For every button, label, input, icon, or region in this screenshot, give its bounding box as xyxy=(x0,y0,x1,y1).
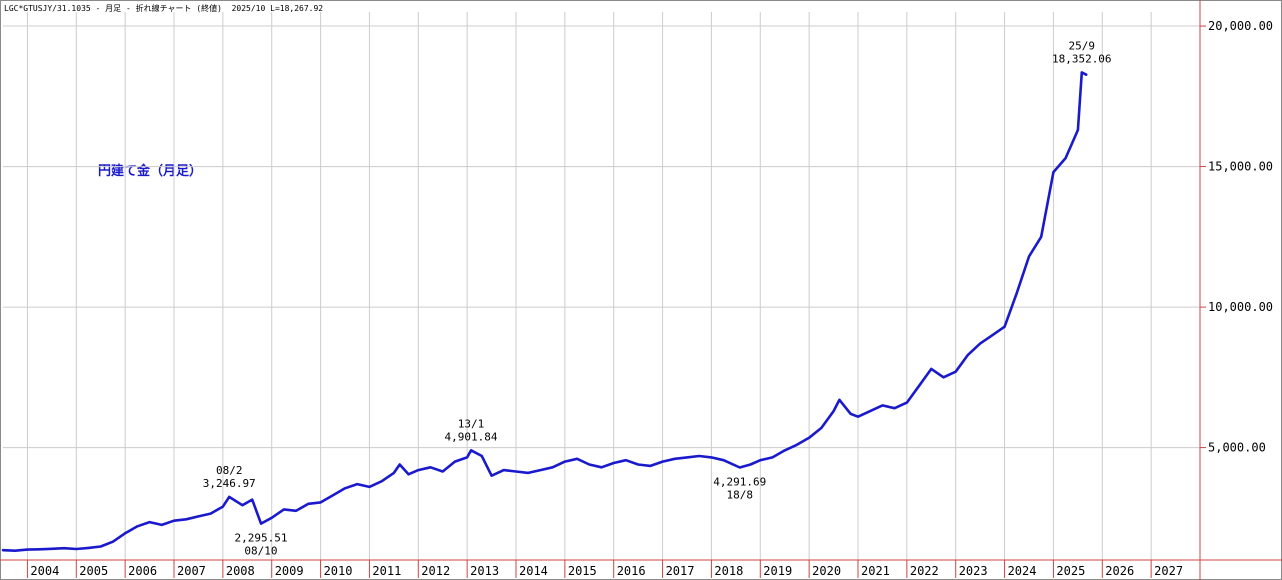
annotation-label: 2,295.51 xyxy=(234,532,287,545)
x-tick-label: 2015 xyxy=(568,564,597,578)
y-tick-label: 5,000.00 xyxy=(1208,441,1266,455)
x-tick-label: 2012 xyxy=(421,564,450,578)
x-tick-label: 2007 xyxy=(177,564,206,578)
annotation-label: 18,352.06 xyxy=(1052,52,1112,65)
x-tick-label: 2011 xyxy=(372,564,401,578)
y-tick-label: 20,000.00 xyxy=(1208,19,1273,33)
x-tick-label: 2027 xyxy=(1154,564,1183,578)
annotation-label: 08/2 xyxy=(216,464,243,477)
x-tick-label: 2024 xyxy=(1008,564,1037,578)
x-tick-label: 2004 xyxy=(30,564,59,578)
x-tick-label: 2008 xyxy=(226,564,255,578)
annotation-label: 4,291.69 xyxy=(713,475,766,488)
annotation-label: 3,246.97 xyxy=(203,477,256,490)
annotation-label: 13/1 xyxy=(458,417,485,430)
annotation-label: 4,901.84 xyxy=(445,430,498,443)
x-tick-label: 2025 xyxy=(1056,564,1085,578)
y-tick-label: 15,000.00 xyxy=(1208,160,1273,174)
x-tick-label: 2005 xyxy=(79,564,108,578)
x-tick-label: 2023 xyxy=(959,564,988,578)
annotation-label: 08/10 xyxy=(244,545,277,558)
x-tick-label: 2014 xyxy=(519,564,548,578)
x-tick-label: 2026 xyxy=(1105,564,1134,578)
x-tick-label: 2019 xyxy=(763,564,792,578)
x-tick-label: 2010 xyxy=(324,564,353,578)
x-tick-label: 2021 xyxy=(861,564,890,578)
x-tick-label: 2016 xyxy=(617,564,646,578)
x-tick-label: 2009 xyxy=(275,564,304,578)
chart-title: 円建て金（月足） xyxy=(98,164,203,179)
annotation-label: 25/9 xyxy=(1069,39,1096,52)
y-tick-label: 10,000.00 xyxy=(1208,300,1273,314)
chart-header: LGC*GTUSJY/31.1035 - 月足 - 折れ線チャート (終値) 2… xyxy=(4,4,324,13)
x-tick-label: 2018 xyxy=(714,564,743,578)
x-tick-label: 2013 xyxy=(470,564,499,578)
x-tick-label: 2022 xyxy=(910,564,939,578)
annotation-label: 18/8 xyxy=(727,488,754,501)
series-line xyxy=(1,71,1088,553)
x-tick-label: 2006 xyxy=(128,564,157,578)
x-tick-label: 2020 xyxy=(812,564,841,578)
x-tick-label: 2017 xyxy=(666,564,695,578)
